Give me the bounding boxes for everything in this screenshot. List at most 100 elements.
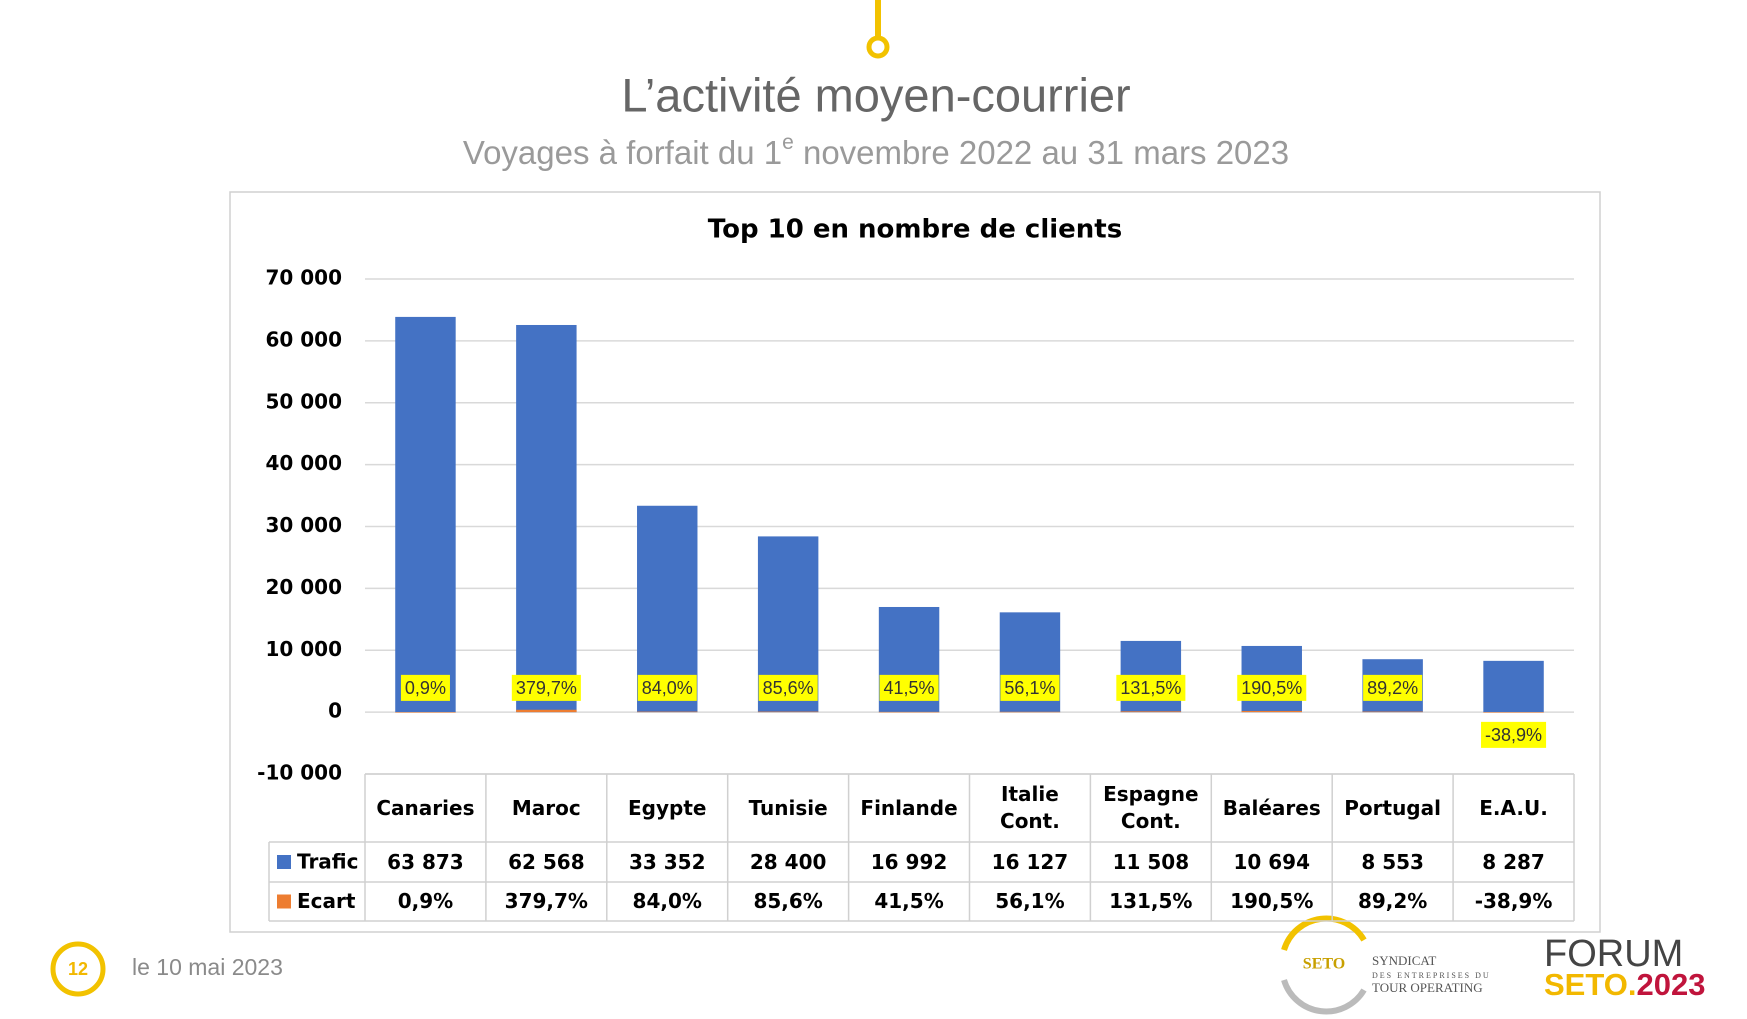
table-value-text: 56,1%: [995, 889, 1065, 913]
y-tick-label: 0: [328, 699, 342, 723]
category-label: Maroc: [486, 774, 607, 842]
logo-line: TOUR OPERATING: [1372, 980, 1483, 995]
data-label: 131,5%: [1120, 678, 1181, 698]
category-label-text: E.A.U.: [1479, 795, 1548, 820]
slide-subtitle: Voyages à forfait du 1e novembre 2022 au…: [463, 131, 1289, 171]
subtitle-sup: e: [782, 131, 794, 154]
legend-label: Trafic: [297, 850, 358, 874]
data-label: 41,5%: [884, 678, 935, 698]
y-tick-label: 40 000: [265, 451, 342, 475]
category-label-text: Baléares: [1222, 795, 1321, 820]
label-highlight: [1363, 674, 1423, 701]
data-label: -38,9%: [1485, 725, 1542, 745]
label-highlight: [637, 674, 697, 701]
table-value: 131,5%: [1090, 882, 1211, 921]
table-value-text: 85,6%: [753, 889, 823, 913]
chart-frame: [229, 191, 1601, 933]
table-value: 62 568: [486, 842, 607, 882]
table-value: 8 287: [1453, 842, 1574, 882]
forum-year: 2023: [1636, 967, 1705, 1002]
table-value: 16 127: [970, 842, 1091, 882]
category-label: Tunisie: [728, 774, 849, 842]
label-highlight: [1116, 674, 1186, 701]
table-value: -38,9%: [1453, 882, 1574, 921]
bar: [637, 711, 698, 713]
table-value: 56,1%: [970, 882, 1091, 921]
table-value: 33 352: [607, 842, 728, 882]
category-label-text: Tunisie: [748, 795, 828, 820]
table-value-text: 379,7%: [504, 889, 588, 913]
category-label-text: Maroc: [511, 795, 581, 820]
data-label: 85,6%: [763, 678, 814, 698]
label-highlight: [1481, 721, 1547, 748]
table-value-text: -38,9%: [1474, 889, 1553, 913]
data-label: 190,5%: [1241, 678, 1302, 698]
table-value-text: 89,2%: [1357, 889, 1428, 913]
category-label: Italie Cont.: [970, 774, 1091, 842]
table-value: 11 508: [1090, 842, 1211, 882]
table-value-text: 41,5%: [874, 889, 944, 913]
table-value-text: 11 508: [1112, 849, 1190, 874]
legend-swatch: [277, 894, 291, 909]
bar: [757, 711, 819, 713]
label-highlight: [400, 674, 450, 701]
y-tick-label: -10 000: [257, 761, 342, 785]
logo-line: DES ENTREPRISES DU: [1372, 971, 1491, 980]
legend-label: Ecart: [297, 889, 356, 913]
table-value-text: 8 287: [1482, 849, 1545, 874]
bar: [1241, 710, 1302, 713]
footer-date: le 10 mai 2023: [132, 954, 283, 980]
category-label: Portugal: [1332, 774, 1453, 842]
table-value: 10 694: [1211, 842, 1332, 882]
data-label: 379,7%: [516, 678, 577, 698]
category-label: Canaries: [365, 774, 486, 842]
bar: [1483, 712, 1544, 713]
y-tick-label: 70 000: [265, 266, 342, 290]
logo-arc-gray: [1281, 979, 1367, 1015]
category-label-text: Italie Cont.: [1000, 782, 1060, 833]
table-value: 379,7%: [486, 882, 607, 921]
label-highlight: [1000, 674, 1060, 701]
category-label: Baléares: [1211, 774, 1332, 842]
table-value-text: 131,5%: [1109, 889, 1193, 913]
legend-swatch: [277, 855, 291, 869]
category-label: Egypte: [607, 774, 728, 842]
bar: [999, 711, 1061, 713]
table-value-text: 62 568: [508, 849, 585, 874]
category-label-text: Egypte: [628, 795, 707, 820]
forum-seto: SETO.2023: [1544, 967, 1705, 1002]
table-value: 28 400: [728, 842, 849, 882]
y-tick-label: 10 000: [265, 637, 342, 661]
bar: [395, 712, 456, 713]
y-tick-label: 50 000: [265, 389, 342, 413]
bar: [395, 316, 456, 713]
bar: [1120, 711, 1182, 713]
bar: [878, 711, 940, 713]
page-badge: [50, 941, 106, 997]
bar: [516, 709, 577, 713]
table-value: 190,5%: [1211, 882, 1332, 921]
category-label-text: Portugal: [1344, 795, 1441, 820]
table-value-text: 190,5%: [1230, 889, 1314, 913]
table-value: 8 553: [1332, 842, 1453, 882]
subtitle-end: novembre 2022 au 31 mars 2023: [794, 134, 1289, 171]
logo-line: SYNDICAT: [1372, 953, 1436, 968]
table-value-text: 33 352: [628, 849, 706, 874]
table-value-text: 8 553: [1361, 849, 1424, 874]
table-value: 85,6%: [728, 882, 849, 921]
page-number: 12: [68, 959, 88, 979]
table-value: 63 873: [365, 842, 486, 882]
category-label: Espagne Cont.: [1090, 774, 1211, 842]
table-value-text: 84,0%: [632, 889, 702, 913]
category-label-text: Canaries: [376, 795, 475, 820]
data-label: 89,2%: [1367, 678, 1418, 698]
category-label-text: Finlande: [860, 795, 958, 820]
label-highlight: [879, 674, 939, 701]
forum-word: FORUM: [1544, 933, 1683, 975]
data-label: 56,1%: [1004, 678, 1055, 698]
label-highlight: [1237, 674, 1307, 701]
chart-title: Top 10 en nombre de clients: [708, 215, 1122, 245]
table-value: 41,5%: [849, 882, 970, 921]
